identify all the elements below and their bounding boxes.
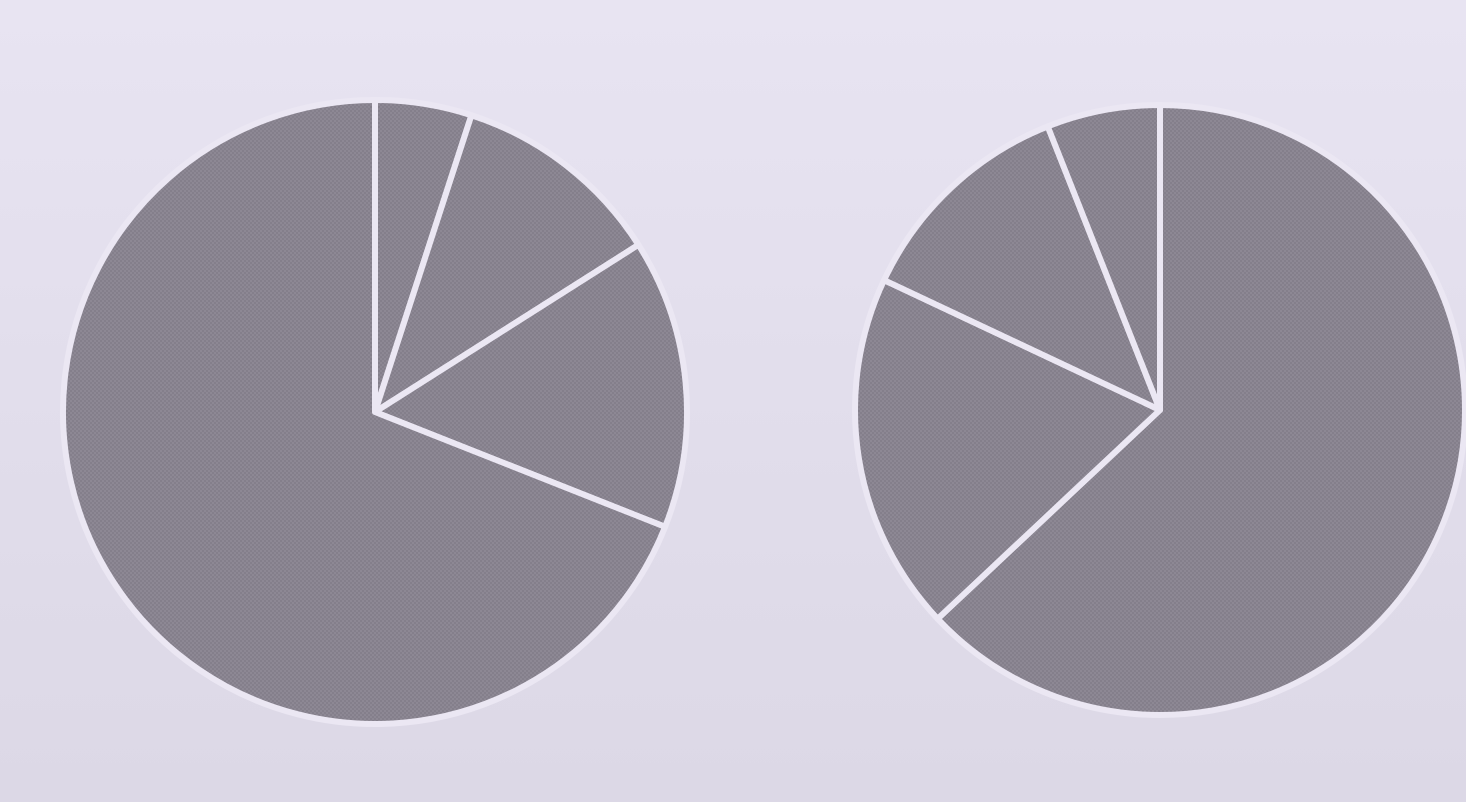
pie-chart-left [60, 97, 690, 727]
pie-1-slice-2 [372, 112, 642, 415]
pie-2-slice-4 [1044, 102, 1163, 413]
pie-1-slice-4 [60, 97, 669, 727]
pie-1-slice-3 [372, 241, 690, 530]
pie-2-slice-3 [881, 123, 1163, 413]
pie-chart-right [852, 102, 1466, 718]
pie-2-slice-1 [934, 102, 1466, 718]
pie-2-slice-2 [852, 277, 1163, 622]
